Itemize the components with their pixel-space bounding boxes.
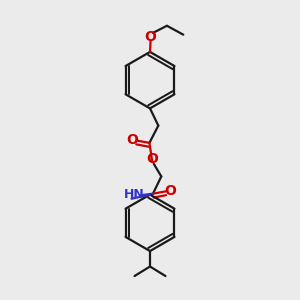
Text: O: O xyxy=(164,184,176,198)
Text: O: O xyxy=(146,152,158,166)
Text: HN: HN xyxy=(124,188,145,201)
Text: O: O xyxy=(126,133,138,147)
Text: O: O xyxy=(145,30,157,44)
